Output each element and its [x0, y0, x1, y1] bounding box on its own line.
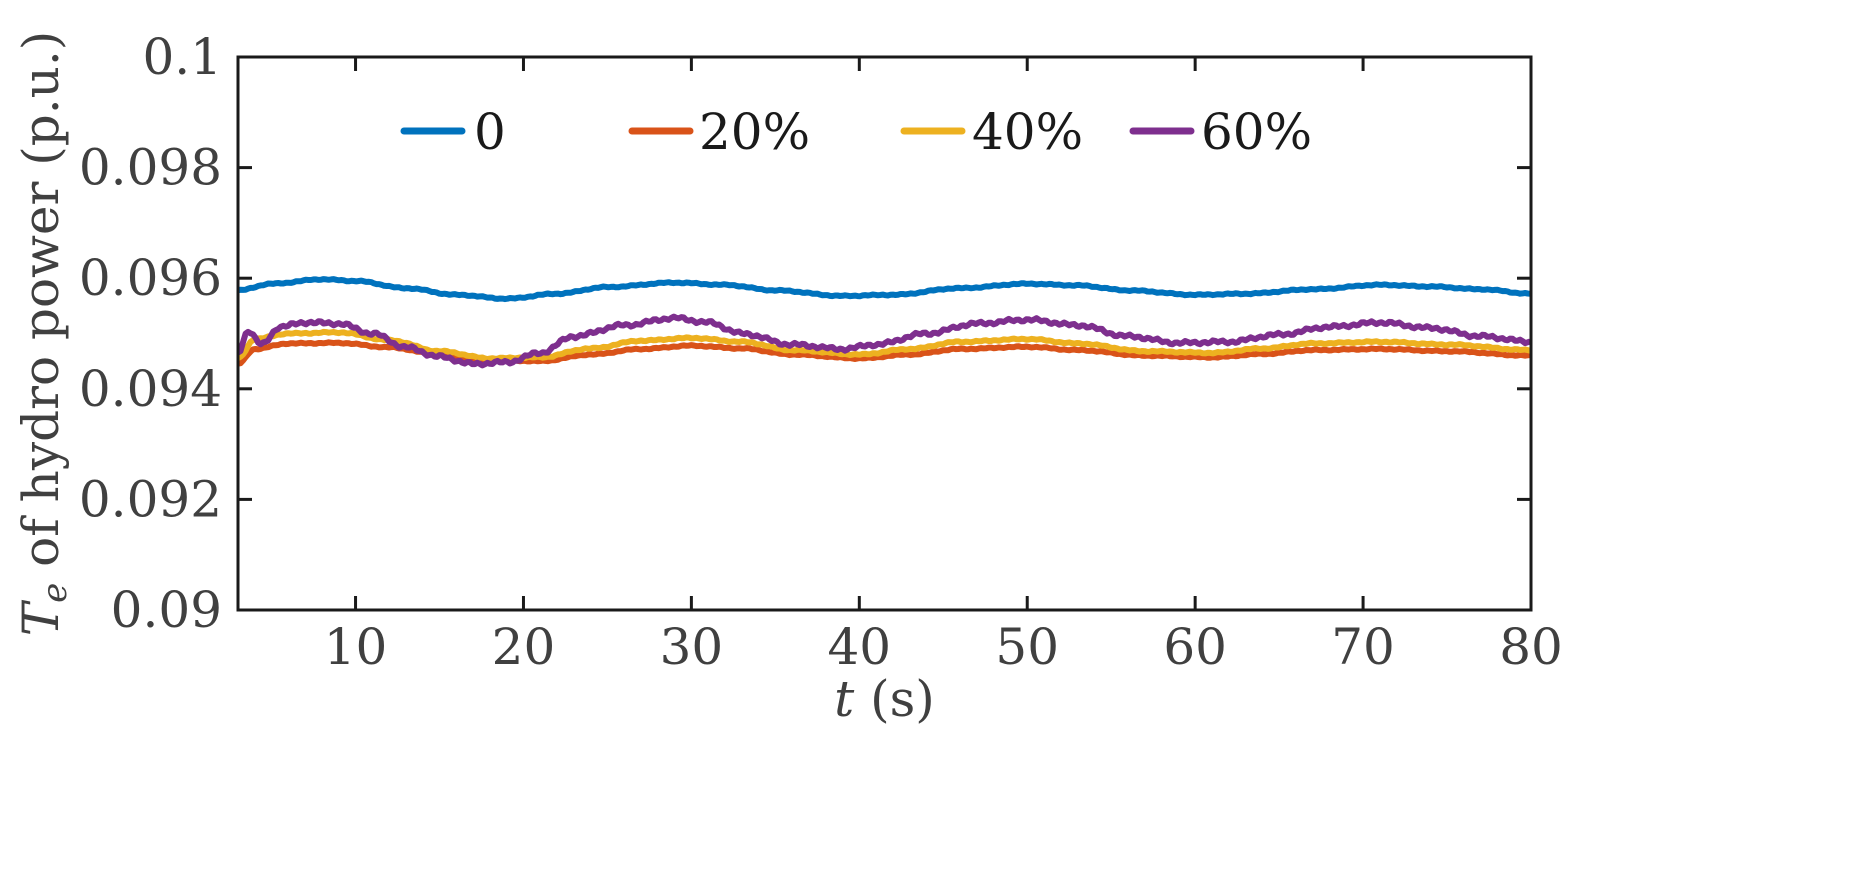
y-axis-variable: T — [12, 599, 70, 636]
y-tick-labels: 0.09 0.092 0.094 0.096 0.098 0.1 — [79, 28, 222, 639]
x-tick-labels: 10 20 30 40 50 60 70 80 — [324, 618, 1563, 676]
series-line-3 — [236, 313, 1532, 369]
legend-label: 40% — [972, 103, 1083, 161]
y-tick-label: 0.098 — [79, 139, 222, 197]
y-tick-label: 0.1 — [142, 28, 222, 86]
x-tick-label: 50 — [995, 618, 1059, 676]
x-axis-title: t (s) — [834, 670, 935, 728]
x-axis-variable: t — [834, 670, 855, 728]
x-tick-label: 20 — [492, 618, 556, 676]
y-tick-label: 0.096 — [79, 249, 222, 307]
y-tick-label: 0.094 — [79, 360, 222, 418]
x-tick-label: 30 — [660, 618, 724, 676]
y-tick-label: 0.09 — [111, 581, 222, 639]
y-axis-subscript: e — [35, 583, 75, 603]
legend-label: 60% — [1201, 103, 1312, 161]
x-axis-unit: (s) — [854, 670, 935, 728]
x-tick-label: 80 — [1499, 618, 1563, 676]
x-tick-label: 10 — [324, 618, 388, 676]
legend: 0 20% 40% 60% — [400, 103, 1312, 161]
y-tick-label: 0.092 — [79, 470, 222, 528]
x-tick-label: 70 — [1331, 618, 1395, 676]
series-line-0 — [237, 276, 1531, 303]
x-tick-label: 60 — [1163, 618, 1227, 676]
series-lines — [236, 276, 1532, 369]
series-line-2 — [236, 328, 1531, 363]
legend-label: 0 — [474, 103, 506, 161]
series-line-1 — [237, 339, 1531, 367]
y-axis-description: of hydro power (p.u.) — [12, 31, 70, 583]
x-tick-label: 40 — [827, 618, 891, 676]
y-axis-title: Te of hydro power (p.u.) — [12, 31, 75, 637]
plot-frame — [236, 55, 1533, 612]
legend-label: 20% — [699, 103, 810, 161]
